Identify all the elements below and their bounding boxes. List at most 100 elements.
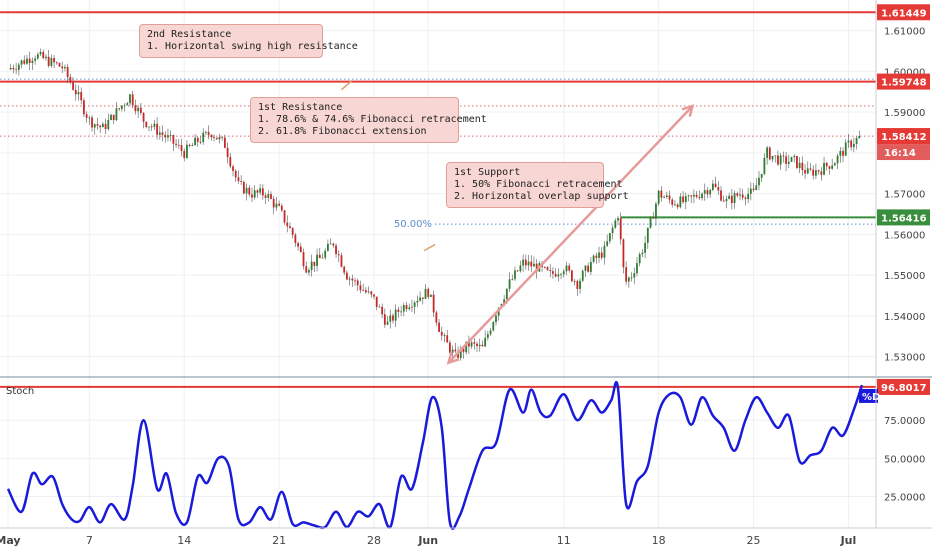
candle-body [343,266,346,273]
candle-body [785,156,787,164]
annotation-pointer [340,79,353,91]
candle-body [294,234,297,244]
annotation-1st-support: 1st Support 1. 50% Fibonacci retracement… [446,162,629,208]
candle-body [177,144,180,146]
price-tick-label: 1.56000 [884,230,925,241]
candle-body [627,277,630,282]
candle-body [768,147,771,160]
candle-body [587,265,590,272]
stoch-tick-label: 75.0000 [884,416,925,427]
candle-body [852,143,855,148]
candle-body [801,162,804,171]
candle-body [218,137,221,140]
candle-body [85,114,88,118]
candle-body [847,140,850,143]
candle-body [134,105,137,112]
time-tick-label: May [0,534,21,547]
candle-body [839,150,842,156]
candle-body [42,51,45,59]
level-price-tag-label: 1.59748 [881,78,927,89]
candle-body [682,196,684,203]
stoch-series-tag [859,388,878,403]
candle-body [270,194,272,199]
candle-body [771,155,774,160]
candle-body [191,145,194,146]
level-price-tag [877,4,930,21]
candle-body [137,107,140,112]
candle-body [546,267,549,271]
candle-body [457,351,459,358]
candle-body [145,121,148,128]
annotation-line: 1. 50% Fibonacci retracement [454,179,623,190]
candle-body [69,77,72,83]
candle-body [261,188,264,196]
candle-body [180,145,183,152]
candle-body [736,193,739,196]
candle-body [533,263,535,267]
stoch-series-name: %D [862,392,880,403]
candle-body [535,263,538,272]
candle-body [690,195,693,197]
candle-body [64,66,66,69]
candle-body [99,125,102,128]
candle-body [199,141,202,143]
candle-body [584,265,587,271]
level-price-tag [877,209,930,226]
candle-body [552,271,554,274]
candle-body [356,280,359,286]
candle-body [581,270,584,281]
candle-body [321,257,324,259]
time-tick-label: 21 [272,534,286,547]
stoch-pane-title: Stoch [6,386,34,397]
annotation-line: 1st Resistance [258,102,343,113]
candle-body [752,188,755,191]
candle-body [676,204,679,208]
candle-body [324,250,327,258]
candle-body [557,274,560,277]
candle-body [389,315,392,322]
candle-body [332,243,335,246]
candle-body [313,261,316,266]
candle-body [150,126,153,128]
candle-body [744,197,747,200]
candle-body [15,69,18,71]
candle-body [649,217,652,228]
candle-body [126,103,129,106]
candle-body [264,195,267,198]
candle-body [172,135,175,144]
candle-body [560,274,562,276]
candle-body [660,190,663,198]
candle-body [842,150,844,156]
candle-body [373,294,375,297]
candle-body [248,187,251,195]
candle-body [280,205,283,211]
candle-body [611,227,614,234]
candle-body [630,277,633,279]
time-tick-label: 18 [652,534,666,547]
candle-body [763,157,766,174]
candle-body [175,143,177,145]
level-price-tag-label: 1.61449 [881,8,927,19]
candle-body [283,210,286,223]
candle-body [646,227,649,243]
candle-body [424,288,427,299]
time-tick-label: 25 [747,534,761,547]
candle-body [31,60,34,64]
candle-body [489,330,492,335]
candle-body [275,203,278,208]
candle-body [335,245,337,255]
candle-body [430,294,432,297]
candle-body [53,57,55,63]
candle-body [459,348,462,358]
candle-body [462,348,465,353]
annotation-line: 1st Support [454,167,521,178]
candle-body [83,100,85,115]
candle-body [329,243,332,245]
candle-body [633,273,636,278]
candle-body [478,344,481,347]
candle-body [259,188,262,193]
candle-body [77,92,80,95]
candle-body [58,63,61,67]
candle-body [23,60,26,64]
